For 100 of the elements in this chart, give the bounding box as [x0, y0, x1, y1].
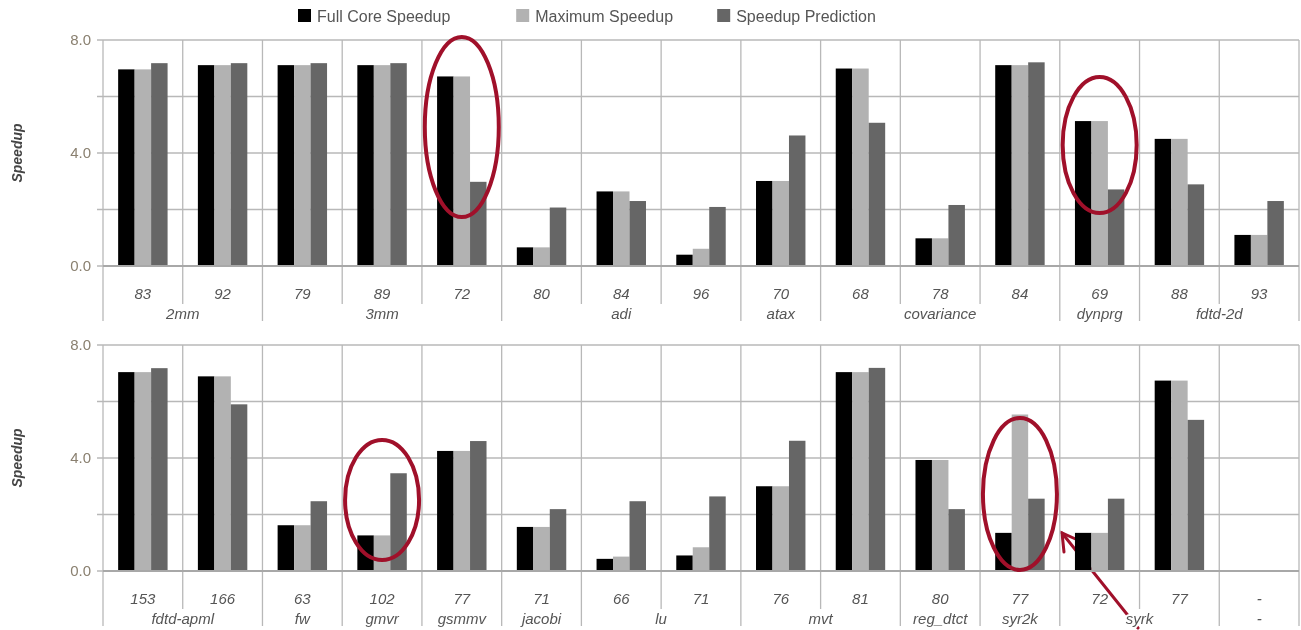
legend-label: Maximum Speedup — [535, 7, 674, 25]
text: gmvr — [365, 610, 400, 627]
x-tick-label: 84 — [612, 285, 630, 302]
bar — [1107, 498, 1125, 571]
x-tick-label: 63 — [293, 590, 312, 607]
bar — [915, 459, 932, 571]
bar — [549, 509, 567, 571]
bar — [1154, 138, 1172, 266]
x-tick-label: 88 — [1171, 285, 1189, 302]
bar — [197, 376, 215, 571]
text: dynprg — [1076, 305, 1124, 322]
x-tick-label: 66 — [612, 590, 631, 607]
x-tick-label: 79 — [293, 285, 312, 302]
bar — [948, 509, 965, 571]
bar — [516, 526, 534, 571]
x-tick-label: 71 — [533, 590, 550, 607]
text: - — [1256, 610, 1262, 627]
bar — [277, 65, 295, 266]
text: 3mm — [365, 305, 399, 322]
bar — [470, 441, 487, 571]
bar — [676, 254, 693, 266]
bar — [948, 204, 965, 266]
bar — [390, 63, 407, 266]
bar — [1074, 532, 1092, 571]
x-tick-label: 166 — [210, 590, 236, 607]
bar — [1028, 498, 1045, 571]
legend-label: Speedup Prediction — [736, 7, 876, 25]
text: reg_dtct — [913, 610, 969, 627]
bar — [390, 473, 407, 571]
bar — [915, 238, 932, 266]
bar — [151, 63, 168, 266]
bar — [151, 368, 168, 571]
bar — [676, 555, 693, 571]
x-tick-label: 83 — [134, 285, 152, 302]
bar — [995, 65, 1012, 266]
bar — [868, 122, 886, 266]
bar — [230, 404, 248, 571]
bar — [629, 201, 646, 266]
bar — [118, 69, 135, 266]
bar — [1028, 62, 1045, 266]
x-tick-label: 72 — [453, 285, 471, 302]
x-tick-label: 81 — [852, 590, 869, 607]
bar — [788, 440, 806, 571]
x-tick-label: 72 — [1091, 590, 1109, 607]
bar — [470, 181, 487, 266]
text: gsmmv — [437, 610, 488, 627]
text: adi — [611, 305, 632, 322]
bar — [596, 191, 614, 266]
legend-label: Full Core Speedup — [317, 7, 451, 25]
bar — [310, 501, 328, 571]
bar — [1187, 184, 1205, 266]
x-tick-label: 77 — [1171, 590, 1189, 607]
text: fdtd-2d — [1195, 305, 1244, 322]
x-tick-label: 77 — [453, 590, 471, 607]
y-tick-label: 4.0 — [70, 449, 91, 467]
x-tick-label: 80 — [533, 285, 551, 302]
bar — [277, 525, 295, 571]
x-tick-label: 78 — [931, 285, 950, 302]
x-tick-label: 80 — [931, 590, 950, 607]
bar — [1187, 419, 1205, 571]
bar — [835, 372, 853, 571]
x-tick-label: 76 — [772, 590, 790, 607]
bar — [118, 372, 135, 571]
bar — [756, 180, 773, 266]
y-tick-label: 0.0 — [70, 562, 91, 580]
y-axis-title: Speedup — [9, 123, 25, 183]
bar — [629, 501, 646, 571]
bar — [437, 76, 454, 266]
bar — [516, 247, 534, 266]
x-tick-label: 84 — [1011, 285, 1029, 302]
bar — [756, 486, 773, 571]
x-tick-label: 68 — [852, 285, 870, 302]
x-tick-label: 71 — [692, 590, 710, 607]
bar — [1234, 234, 1251, 266]
bar — [835, 68, 853, 266]
text: mvt — [808, 610, 834, 627]
y-tick-label: 4.0 — [70, 144, 91, 162]
y-tick-label: 0.0 — [70, 257, 91, 275]
x-tick-label: 92 — [214, 285, 232, 302]
x-tick-label: 93 — [1250, 285, 1269, 302]
bar — [549, 207, 567, 266]
bar — [709, 496, 726, 571]
bar — [230, 63, 248, 266]
x-tick-label: - — [1256, 590, 1262, 607]
text: covariance — [903, 305, 977, 322]
text: syr2k — [1002, 610, 1040, 627]
text: jacobi — [519, 610, 562, 627]
y-tick-label: 8.0 — [70, 336, 91, 354]
text: fdtd-apml — [151, 610, 215, 627]
bar — [868, 367, 886, 571]
text: lu — [655, 610, 668, 627]
bar — [788, 135, 806, 266]
text: 2mm — [165, 305, 200, 322]
x-tick-label: 96 — [692, 285, 710, 302]
bar — [1267, 201, 1284, 266]
y-axis-title: Speedup — [9, 428, 25, 488]
x-tick-label: 70 — [772, 285, 790, 302]
bar — [310, 63, 328, 266]
bar — [197, 65, 215, 266]
bar — [1074, 121, 1092, 266]
